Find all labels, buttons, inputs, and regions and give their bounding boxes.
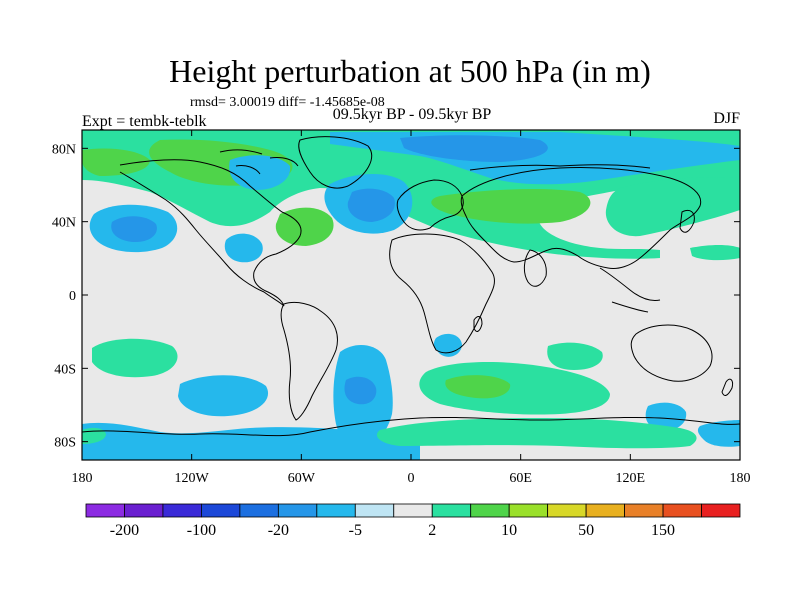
colorbar-label: -5 bbox=[349, 522, 362, 539]
contour-region-antarctic-east-blue bbox=[697, 420, 740, 447]
colorbar-label: 150 bbox=[651, 522, 675, 539]
colorbar: -200 -100 -20 -5 2 10 50 150 bbox=[85, 503, 741, 539]
colorbar-swatch bbox=[508, 503, 549, 518]
stats-text: rmsd= 3.00019 diff= -1.45685e-08 bbox=[190, 95, 385, 110]
contour-region-south-atlantic-darkblue bbox=[344, 376, 377, 405]
colorbar-swatch bbox=[393, 503, 433, 518]
colorbar-swatch bbox=[624, 503, 664, 518]
coastlines bbox=[82, 136, 740, 437]
colorbar-swatch bbox=[585, 503, 625, 518]
colorbar-label: -200 bbox=[110, 522, 139, 539]
colorbar-swatch bbox=[470, 503, 510, 518]
colorbar-swatch bbox=[124, 503, 164, 518]
coast-india bbox=[523, 249, 547, 287]
lat-tick-label: 0 bbox=[69, 289, 76, 304]
contour-region-far-east-green bbox=[82, 148, 150, 176]
coast-new-zealand bbox=[721, 378, 733, 396]
lon-tick-label: 120E bbox=[616, 471, 646, 486]
experiment-label: Expt = tembk-teblk bbox=[82, 113, 207, 130]
colorbar-label: 10 bbox=[501, 522, 517, 539]
colorbar-swatch bbox=[547, 503, 587, 518]
coast-europe bbox=[396, 179, 464, 231]
contour-region-southeast-green bbox=[547, 342, 603, 370]
colorbar-swatch bbox=[162, 503, 202, 518]
period-subtitle: 09.5kyr BP - 09.5kyr BP bbox=[333, 106, 492, 123]
coast-australia bbox=[630, 324, 713, 382]
colorbar-swatch bbox=[662, 503, 702, 518]
coast-japan bbox=[679, 209, 695, 233]
colorbar-swatch bbox=[277, 503, 318, 518]
colorbar-swatch bbox=[701, 503, 741, 518]
season-label: DJF bbox=[713, 110, 740, 127]
contour-region-gulf-blue bbox=[224, 233, 263, 263]
colorbar-swatch bbox=[239, 503, 279, 518]
contour-region-us-green bbox=[275, 207, 334, 246]
lon-axis: 180 120W 60W 0 60E 120E 180 bbox=[72, 130, 751, 486]
contour-region-south-pacific-green bbox=[92, 338, 178, 378]
contour-region-arctic-darkblue bbox=[400, 135, 548, 162]
map-panel bbox=[82, 130, 740, 460]
colorbar-swatch bbox=[201, 503, 241, 518]
contour-region-indian-lightgreen bbox=[445, 375, 511, 399]
lon-tick-label: 60E bbox=[509, 471, 532, 486]
colorbar-label: 2 bbox=[428, 522, 436, 539]
contour-region-south-pacific-blue bbox=[178, 375, 269, 417]
lat-tick-label: 40S bbox=[54, 362, 76, 377]
lat-tick-label: 40N bbox=[52, 216, 76, 231]
coast-south-america bbox=[280, 301, 338, 421]
lon-tick-label: 120W bbox=[175, 471, 210, 486]
coast-antarctica bbox=[82, 416, 740, 437]
lon-tick-label: 180 bbox=[730, 471, 751, 486]
colorbar-label: 50 bbox=[578, 522, 594, 539]
colorbar-swatch bbox=[316, 503, 356, 518]
lat-tick-label: 80N bbox=[52, 142, 76, 157]
lat-axis: 80N 40N 0 40S 80S bbox=[52, 142, 740, 451]
coast-north-america bbox=[119, 159, 302, 307]
contour-region-antarctic-green bbox=[376, 418, 697, 449]
coast-southeast-asia bbox=[599, 267, 661, 313]
contour-region-asia-lightgreen bbox=[431, 189, 591, 224]
contour-region-tasman-blue bbox=[645, 402, 687, 431]
contour-region-east-asia-green bbox=[605, 177, 740, 237]
contour-region-antarctic-blue bbox=[82, 422, 420, 460]
contour-region-indian-green bbox=[419, 362, 610, 415]
contour-region-pacific-east-green bbox=[690, 245, 740, 261]
colorbar-swatch bbox=[85, 503, 125, 518]
coast-greenland bbox=[298, 136, 373, 189]
contour-region-atlantic-darkblue bbox=[347, 188, 395, 222]
colorbar-swatch bbox=[354, 503, 395, 518]
colorbar-label: -20 bbox=[268, 522, 289, 539]
colorbar-swatch bbox=[431, 503, 472, 518]
coast-canadian-archipelago bbox=[219, 149, 299, 175]
colorbar-label: -100 bbox=[187, 522, 216, 539]
main-title: Height perturbation at 500 hPa (in m) bbox=[169, 53, 651, 89]
coast-siberia-north bbox=[469, 164, 651, 171]
coast-asia bbox=[460, 166, 702, 269]
coast-africa bbox=[389, 233, 495, 354]
contour-region-pacific-darkblue bbox=[111, 216, 157, 242]
lat-tick-label: 80S bbox=[54, 436, 76, 451]
lon-tick-label: 60W bbox=[288, 471, 316, 486]
coast-madagascar bbox=[473, 316, 483, 332]
lon-tick-label: 0 bbox=[408, 471, 415, 486]
lon-tick-label: 180 bbox=[72, 471, 93, 486]
